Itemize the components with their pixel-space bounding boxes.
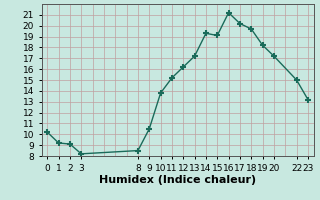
X-axis label: Humidex (Indice chaleur): Humidex (Indice chaleur) (99, 175, 256, 185)
